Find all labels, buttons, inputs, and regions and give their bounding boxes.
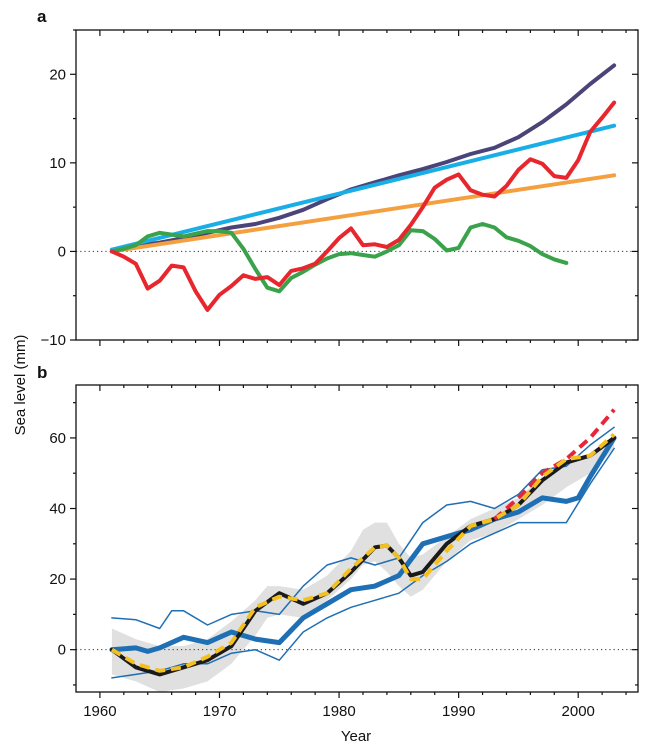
- panel-a-plot: −10 0 10 20: [41, 29, 639, 349]
- panel-b-x-tick-label: 1990: [442, 703, 475, 720]
- panel-a-series-line-3: [109, 173, 617, 254]
- panel-b-plot: 0 20 40 60 1960 1970 1980 1990 2000: [49, 384, 639, 720]
- panel-b-y-tick-label: 20: [49, 571, 66, 588]
- panel-a-y-tick-label: 10: [49, 155, 66, 172]
- panel-b-x-tick-label: 1970: [203, 703, 236, 720]
- panel-b-x-tick-label: 1960: [83, 703, 116, 720]
- panel-b-series-line-1: [111, 426, 615, 630]
- panel-b-x-tick-label: 1980: [322, 703, 355, 720]
- panel-b-x-tick-label: 2000: [562, 703, 595, 720]
- panel-b-y-tick-label: 60: [49, 430, 66, 447]
- panel-a-series-line-5: [109, 100, 617, 312]
- panel-a-series-line-2: [109, 123, 617, 252]
- panel-label-b: b: [37, 363, 47, 382]
- panel-label-a: a: [37, 7, 47, 26]
- panel-a-y-tick-label: −10: [41, 332, 66, 349]
- panel-b-y-tick-label: 0: [58, 642, 66, 659]
- y-axis-title: Sea level (mm): [12, 335, 29, 436]
- x-axis-title: Year: [341, 728, 371, 745]
- panel-b-y-tick-label: 40: [49, 501, 66, 518]
- panel-b-series-line-5: [493, 408, 616, 521]
- panel-b-series-line-6: [110, 432, 616, 673]
- panel-a-series-line-4: [109, 222, 569, 294]
- panel-a-y-tick-label: 20: [49, 66, 66, 83]
- panel-a-y-tick-label: 0: [58, 243, 66, 260]
- panel-b-uncertainty-band: [111, 437, 615, 692]
- panel-b-series-line-3: [109, 435, 617, 654]
- panel-a-axes-frame: [75, 29, 639, 341]
- panel-b-axes-frame: [75, 384, 639, 693]
- panel-a-series-line-1: [109, 63, 617, 252]
